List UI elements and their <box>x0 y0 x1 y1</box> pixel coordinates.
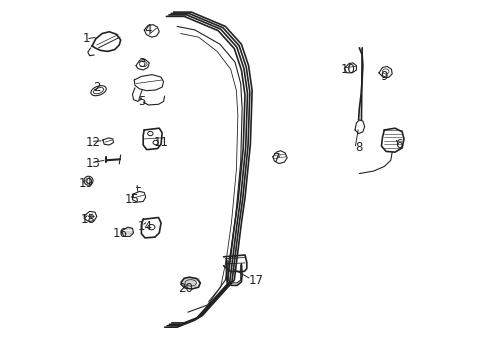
Text: 9: 9 <box>381 70 388 83</box>
Text: 13: 13 <box>86 157 100 170</box>
Text: 14: 14 <box>138 220 152 233</box>
Text: 20: 20 <box>179 283 194 296</box>
Text: 15: 15 <box>125 193 140 206</box>
Text: 8: 8 <box>356 141 363 154</box>
Text: 17: 17 <box>248 274 263 287</box>
Text: 7: 7 <box>273 152 281 165</box>
Text: 1: 1 <box>82 32 90 45</box>
Text: 12: 12 <box>86 136 100 149</box>
Text: 2: 2 <box>93 81 100 94</box>
Text: 6: 6 <box>395 138 402 151</box>
Text: 19: 19 <box>78 177 94 190</box>
Text: 5: 5 <box>138 95 145 108</box>
Text: 18: 18 <box>80 213 95 226</box>
Text: 3: 3 <box>138 57 145 71</box>
Text: 11: 11 <box>153 136 169 149</box>
Text: 4: 4 <box>145 23 152 36</box>
Text: 16: 16 <box>113 227 127 240</box>
Text: 10: 10 <box>341 63 356 76</box>
